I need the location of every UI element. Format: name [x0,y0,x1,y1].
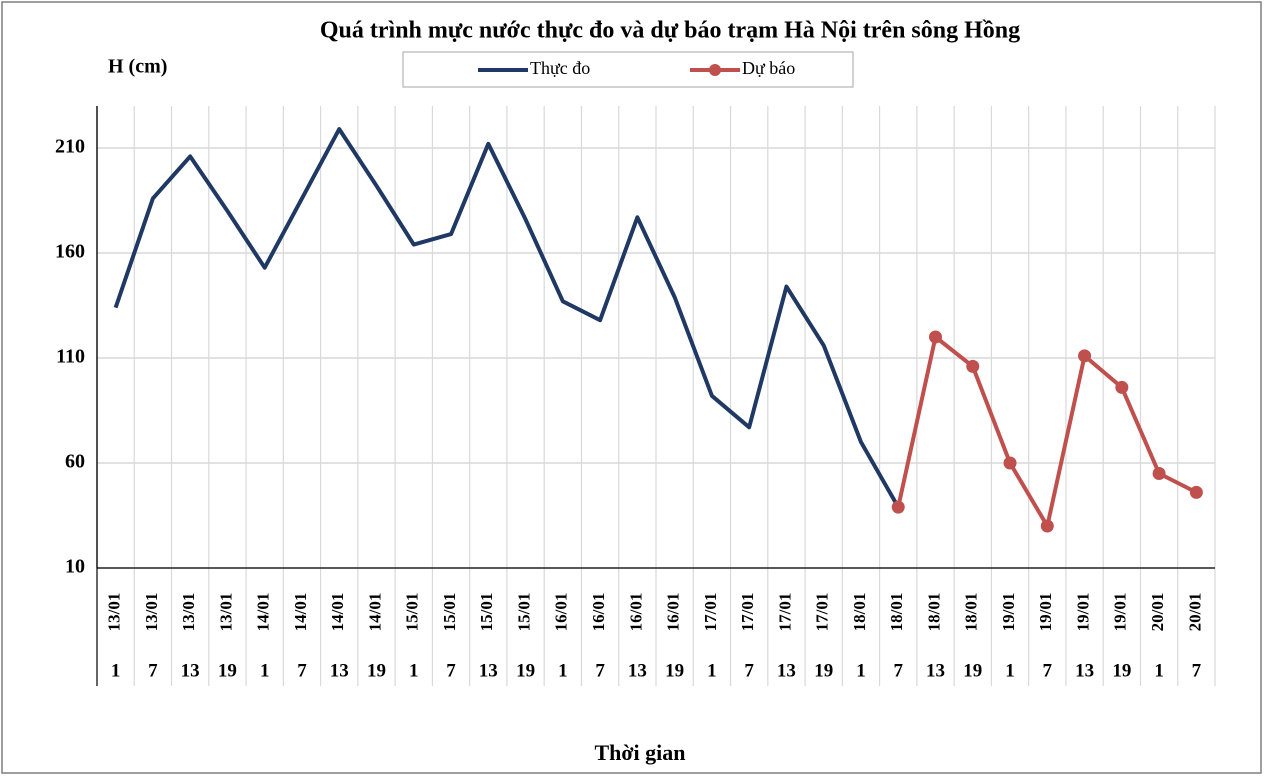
x-hour-label: 19 [218,660,237,681]
x-date-label: 18/01 [962,593,981,632]
x-date-label: 15/01 [514,593,533,632]
x-hour-label: 19 [665,660,684,681]
x-hour-label: 7 [893,660,903,681]
x-hour-label: 13 [479,660,498,681]
x-hour-label: 13 [628,660,647,681]
x-hour-label: 19 [516,660,535,681]
x-hour-label: 13 [926,660,945,681]
x-date-label: 19/01 [1073,593,1092,632]
x-hour-label: 7 [1043,660,1053,681]
x-hour-label: 19 [1112,660,1131,681]
y-tick-label: 110 [56,346,85,368]
x-date-label: 14/01 [291,593,310,632]
y-tick-label: 10 [65,556,85,578]
x-date-label: 16/01 [552,593,571,632]
x-hour-label: 19 [814,660,833,681]
y-tick-label: 60 [65,451,85,473]
x-hour-label: 1 [1005,660,1015,681]
x-hour-label: 7 [1192,660,1202,681]
x-date-label: 20/01 [1148,593,1167,632]
y-tick-label: 210 [55,136,85,158]
legend-marker [709,64,721,76]
x-hour-label: 7 [595,660,605,681]
x-hour-label: 1 [707,660,717,681]
x-date-label: 16/01 [626,593,645,632]
data-point [929,330,942,344]
x-hour-label: 19 [367,660,386,681]
x-hour-label: 13 [181,660,200,681]
x-hour-label: 13 [1075,660,1094,681]
x-hour-label: 7 [148,660,158,681]
x-hour-label: 13 [330,660,349,681]
x-date-label: 13/01 [142,593,161,632]
x-date-label: 15/01 [477,593,496,632]
x-date-label: 18/01 [924,593,943,632]
x-date-label: 19/01 [1036,593,1055,632]
x-date-label: 17/01 [738,593,757,632]
x-date-label: 13/01 [179,593,198,632]
x-date-label: 13/01 [105,593,124,632]
y-tick-label: 160 [55,241,85,263]
x-date-label: 17/01 [813,593,832,632]
x-date-label: 14/01 [365,593,384,632]
x-date-label: 16/01 [589,593,608,632]
data-point [1003,456,1017,470]
x-hour-label: 7 [446,660,456,681]
x-date-label: 18/01 [887,593,906,632]
x-date-label: 20/01 [1185,593,1204,632]
x-hour-label: 1 [409,660,419,681]
data-point [1152,467,1166,480]
x-hour-label: 7 [744,660,754,681]
x-date-label: 14/01 [328,593,347,632]
x-date-label: 15/01 [403,593,422,632]
x-hour-label: 19 [963,660,982,681]
data-point [1115,380,1129,394]
x-hour-label: 7 [297,660,307,681]
x-date-label: 19/01 [999,593,1018,632]
x-date-label: 13/01 [216,593,235,632]
x-date-label: 17/01 [701,593,720,632]
x-hour-label: 1 [1154,660,1164,681]
x-date-label: 16/01 [664,593,683,632]
x-axis-title: Thời gian [594,740,685,765]
y-axis-title: H (cm) [108,56,167,78]
x-date-label: 14/01 [254,593,273,632]
series-line [113,127,900,509]
x-date-label: 17/01 [775,593,794,632]
x-hour-label: 1 [558,660,568,681]
legend-label: Thực đo [530,58,590,78]
data-point [1078,349,1092,363]
data-point [1189,485,1203,499]
x-hour-label: 1 [111,660,121,681]
data-point [1040,519,1054,533]
x-date-label: 19/01 [1111,593,1130,632]
data-point [891,500,905,514]
x-date-label: 15/01 [440,593,459,632]
x-hour-label: 13 [777,660,796,681]
x-date-label: 18/01 [850,593,869,632]
x-hour-label: 1 [856,660,866,681]
x-hour-label: 1 [260,660,270,681]
data-point [966,359,980,373]
legend-label: Dự báo [742,58,795,78]
chart-title: Quá trình mực nước thực đo và dự báo trạ… [320,18,1020,44]
